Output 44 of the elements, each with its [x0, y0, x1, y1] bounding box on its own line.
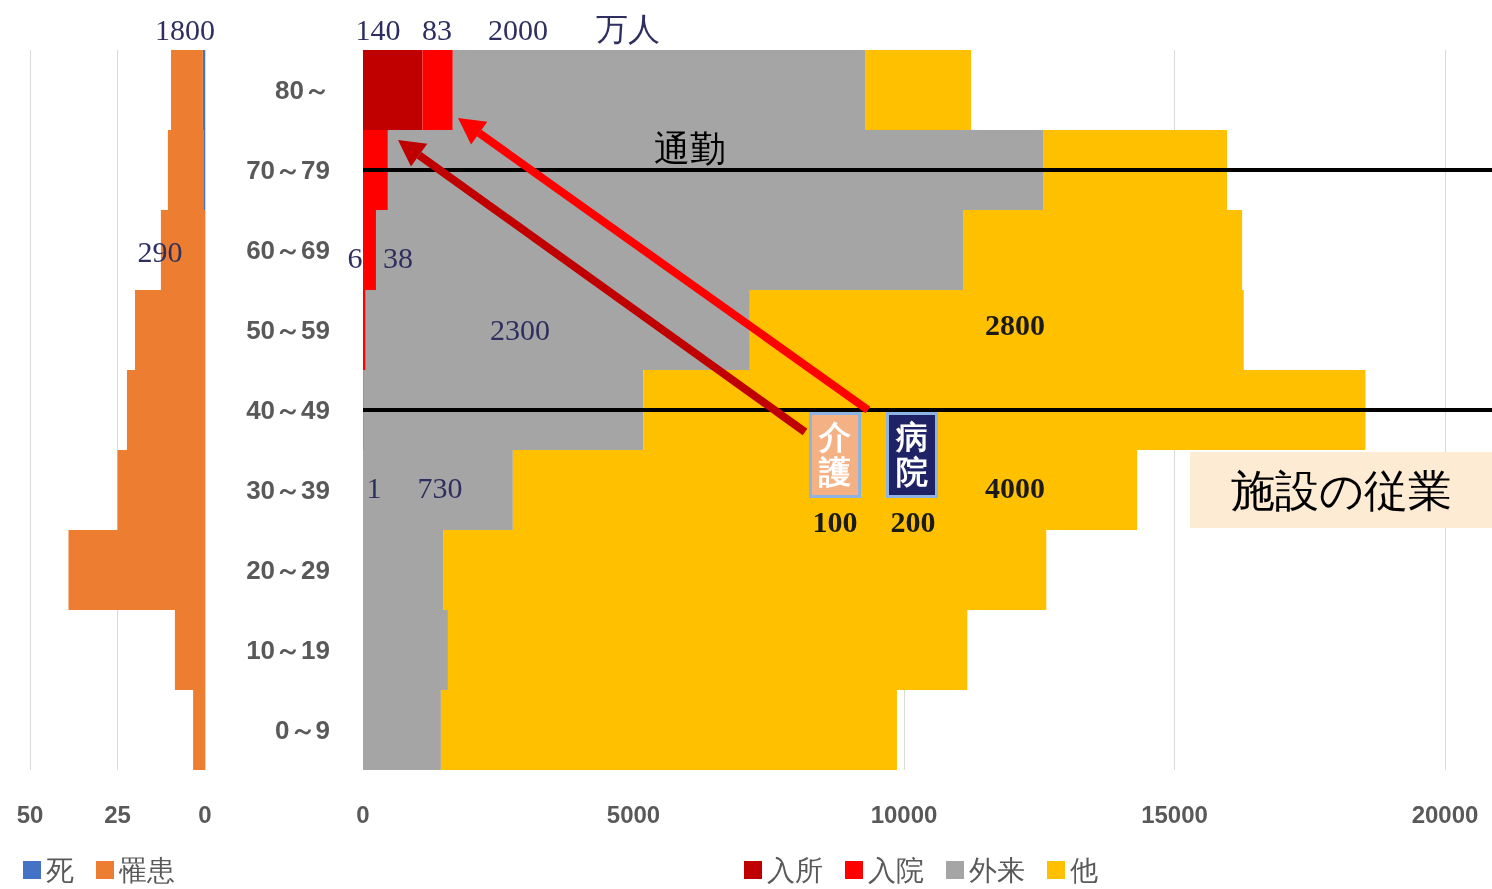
y-tick-label: 30～39 — [246, 475, 330, 505]
annotation: 4000 — [985, 471, 1045, 505]
y-tick-label: 10～19 — [246, 635, 330, 665]
annotation: 2300 — [490, 313, 550, 347]
x-tick-label: 0 — [356, 800, 370, 828]
legend-label: 他 — [1070, 854, 1098, 886]
ref-line-label: 施設の従業 — [1230, 465, 1452, 515]
y-tick-label: 20～29 — [246, 555, 330, 585]
x-tick-label: 15000 — [1141, 800, 1208, 828]
legend-label: 罹患 — [118, 854, 175, 886]
x-tick-label: 10000 — [870, 800, 938, 828]
y-tick-label: 80～ — [275, 75, 330, 105]
legend-label: 外来 — [969, 854, 1025, 886]
annotation: 38 — [383, 241, 413, 275]
text: 1800 — [155, 13, 215, 47]
legend-label: 入所 — [767, 854, 823, 886]
text: 万人 — [596, 10, 660, 49]
annotation: 病院 — [895, 419, 929, 490]
x-tick-label: 50 — [16, 800, 44, 828]
bar — [865, 50, 972, 130]
legend-label: 死 — [46, 854, 74, 886]
x-tick-label: 0 — [198, 800, 212, 828]
y-tick-label: 0～9 — [275, 715, 330, 745]
x-tick-label: 5000 — [606, 800, 661, 828]
y-tick-label: 70～79 — [246, 155, 330, 185]
bar — [422, 50, 453, 130]
x-tick-label: 25 — [104, 800, 131, 828]
text: 2000 — [488, 13, 548, 47]
y-tick-label: 50～59 — [246, 315, 330, 345]
annotation: 1 — [366, 471, 382, 505]
y-tick-label: 40～49 — [246, 395, 330, 425]
annotation: 100 — [812, 505, 858, 539]
y-tick-label: 60～69 — [246, 235, 330, 265]
x-tick-label: 20000 — [1411, 800, 1479, 828]
text: 83 — [422, 13, 452, 47]
annotation: 730 — [417, 471, 463, 505]
text: 6 — [347, 241, 363, 275]
annotation: 200 — [890, 505, 936, 539]
annotation: 2800 — [985, 308, 1045, 342]
annotation: 介護 — [818, 419, 852, 490]
ref-line-label: 通勤 — [654, 127, 726, 169]
bar — [363, 50, 423, 130]
legend-label: 入院 — [868, 854, 924, 886]
text: 140 — [355, 13, 401, 47]
